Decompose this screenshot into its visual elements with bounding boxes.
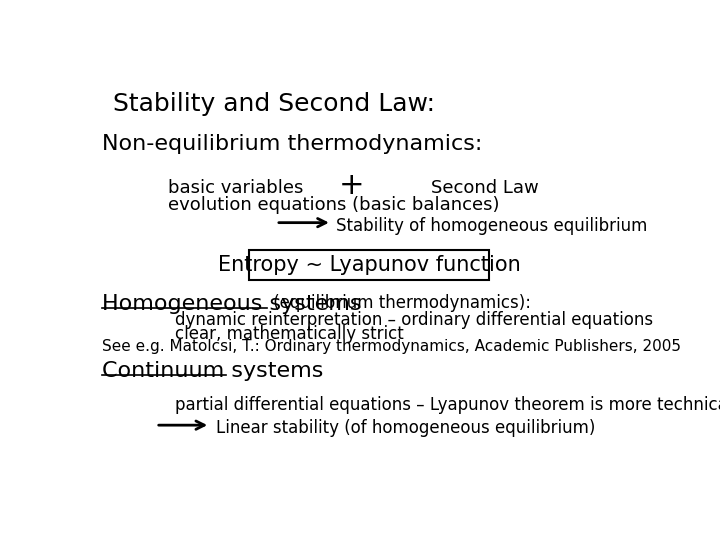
Text: dynamic reinterpretation – ordinary differential equations: dynamic reinterpretation – ordinary diff… bbox=[175, 311, 653, 329]
Text: Stability of homogeneous equilibrium: Stability of homogeneous equilibrium bbox=[336, 217, 648, 235]
Text: Non-equilibrium thermodynamics:: Non-equilibrium thermodynamics: bbox=[102, 134, 482, 154]
Text: Continuum systems: Continuum systems bbox=[102, 361, 323, 381]
Text: +: + bbox=[339, 171, 365, 200]
Text: See e.g. Matolcsi, T.: Ordinary thermodynamics, Academic Publishers, 2005: See e.g. Matolcsi, T.: Ordinary thermody… bbox=[102, 339, 680, 354]
Text: (equilibrium thermodynamics):: (equilibrium thermodynamics): bbox=[269, 294, 531, 312]
Text: basic variables: basic variables bbox=[168, 179, 303, 197]
Text: Stability and Second Law:: Stability and Second Law: bbox=[113, 92, 436, 116]
Text: Homogeneous systems: Homogeneous systems bbox=[102, 294, 361, 314]
FancyBboxPatch shape bbox=[249, 249, 489, 280]
Text: clear, mathematically strict: clear, mathematically strict bbox=[175, 325, 404, 343]
Text: Linear stability (of homogeneous equilibrium): Linear stability (of homogeneous equilib… bbox=[215, 419, 595, 437]
Text: Second Law: Second Law bbox=[431, 179, 539, 197]
Text: evolution equations (basic balances): evolution equations (basic balances) bbox=[168, 195, 499, 214]
Text: Entropy ~ Lyapunov function: Entropy ~ Lyapunov function bbox=[217, 255, 521, 275]
Text: partial differential equations – Lyapunov theorem is more technical: partial differential equations – Lyapuno… bbox=[175, 396, 720, 414]
